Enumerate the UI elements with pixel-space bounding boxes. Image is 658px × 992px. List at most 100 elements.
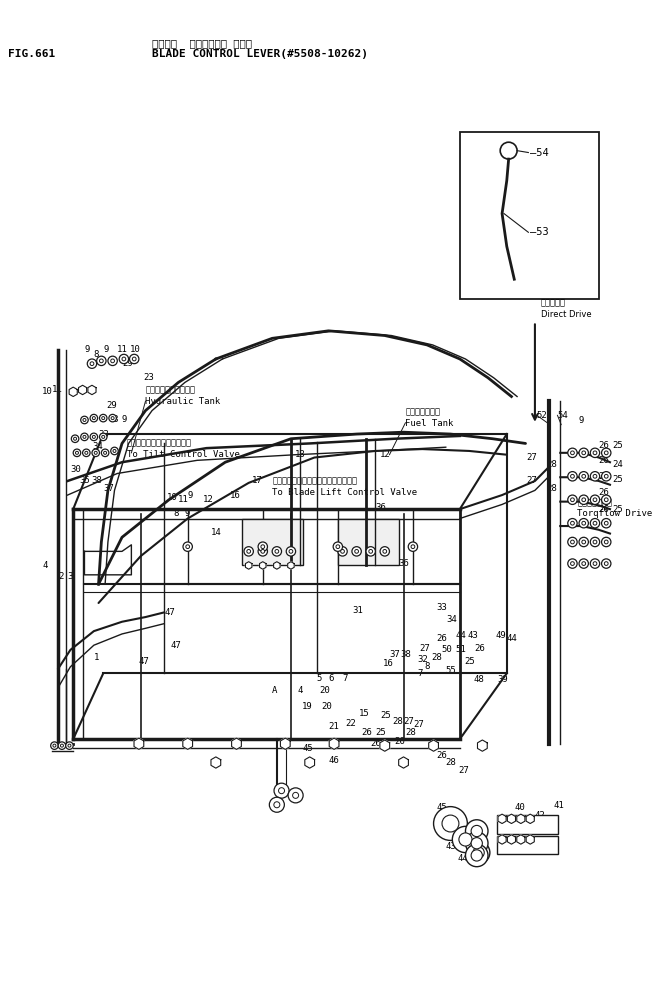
Circle shape	[90, 362, 94, 366]
Circle shape	[275, 550, 279, 554]
Circle shape	[465, 832, 488, 854]
Text: 27: 27	[413, 720, 424, 729]
Text: 26: 26	[599, 440, 609, 449]
Polygon shape	[498, 814, 506, 823]
Text: 20: 20	[321, 701, 332, 710]
Polygon shape	[478, 740, 487, 751]
Circle shape	[593, 474, 597, 478]
Text: 9: 9	[122, 416, 128, 425]
Text: BLADE CONTROL LEVER(#5508-10262): BLADE CONTROL LEVER(#5508-10262)	[152, 50, 368, 60]
Text: 6: 6	[328, 674, 334, 682]
Circle shape	[408, 542, 418, 552]
Text: 21: 21	[328, 722, 340, 731]
Text: 24: 24	[612, 459, 622, 468]
Text: 43: 43	[445, 842, 457, 851]
Circle shape	[471, 837, 482, 849]
Text: 44: 44	[436, 816, 447, 825]
Circle shape	[369, 550, 372, 554]
Circle shape	[92, 417, 95, 420]
Polygon shape	[517, 835, 525, 844]
Circle shape	[601, 538, 611, 547]
Text: A: A	[272, 685, 278, 694]
Circle shape	[74, 437, 76, 440]
Bar	[242, 519, 303, 565]
Text: 45: 45	[436, 804, 447, 812]
Circle shape	[258, 547, 267, 557]
Circle shape	[258, 542, 267, 552]
Text: 43: 43	[436, 829, 447, 838]
Circle shape	[88, 359, 97, 368]
Text: 26: 26	[361, 728, 372, 737]
Circle shape	[411, 545, 415, 549]
Circle shape	[590, 448, 599, 457]
Text: 28: 28	[392, 717, 403, 726]
Text: 26: 26	[436, 634, 447, 643]
Text: 26: 26	[599, 472, 609, 481]
Circle shape	[465, 819, 488, 842]
Text: 36: 36	[375, 503, 386, 512]
Circle shape	[97, 356, 106, 366]
Circle shape	[604, 561, 608, 565]
Circle shape	[570, 561, 574, 565]
Text: 8: 8	[94, 350, 99, 359]
Circle shape	[102, 435, 105, 438]
Circle shape	[570, 498, 574, 502]
Circle shape	[293, 793, 299, 799]
Text: ハイドロリックタンク: ハイドロリックタンク	[145, 385, 195, 394]
Circle shape	[71, 435, 79, 442]
Circle shape	[471, 825, 482, 836]
Text: 44: 44	[507, 634, 518, 643]
Text: 27: 27	[526, 476, 537, 485]
Polygon shape	[526, 814, 534, 823]
Text: 49: 49	[495, 631, 506, 640]
Text: 8: 8	[113, 416, 118, 425]
Circle shape	[99, 359, 103, 363]
Text: 34: 34	[92, 441, 103, 450]
Circle shape	[272, 547, 282, 557]
Text: 19: 19	[302, 701, 313, 710]
Text: 37: 37	[390, 650, 400, 659]
Text: 28: 28	[432, 653, 442, 662]
Text: 51: 51	[455, 646, 466, 655]
Circle shape	[579, 448, 588, 457]
Circle shape	[81, 434, 88, 440]
Circle shape	[601, 519, 611, 528]
Circle shape	[570, 540, 574, 544]
Text: 9: 9	[188, 491, 193, 500]
Text: 32: 32	[418, 655, 428, 664]
Text: 10: 10	[130, 345, 140, 354]
Circle shape	[101, 449, 109, 456]
Circle shape	[568, 448, 577, 457]
Circle shape	[604, 474, 608, 478]
Circle shape	[269, 798, 284, 812]
Text: 33: 33	[99, 430, 109, 438]
Text: 18: 18	[261, 528, 272, 537]
Circle shape	[471, 850, 482, 861]
Polygon shape	[183, 738, 193, 749]
Text: ブレード  コントロール レバー: ブレード コントロール レバー	[152, 38, 252, 48]
Text: 16: 16	[230, 491, 241, 500]
Text: 45: 45	[302, 744, 313, 753]
Circle shape	[109, 415, 116, 422]
Circle shape	[568, 519, 577, 528]
Circle shape	[604, 522, 608, 525]
Circle shape	[68, 744, 71, 747]
Text: 23: 23	[143, 373, 155, 382]
Text: 38: 38	[91, 476, 102, 485]
Text: —54: —54	[530, 148, 549, 158]
Circle shape	[102, 417, 105, 420]
Circle shape	[274, 783, 289, 799]
Circle shape	[604, 451, 608, 454]
Circle shape	[601, 495, 611, 505]
Text: 9: 9	[578, 417, 584, 426]
Text: 15: 15	[359, 709, 369, 718]
Text: 44: 44	[455, 631, 466, 640]
Text: 25: 25	[612, 474, 622, 484]
Text: 16: 16	[383, 660, 393, 669]
Circle shape	[113, 449, 116, 452]
Bar	[497, 815, 559, 834]
Polygon shape	[507, 835, 515, 844]
Text: 26: 26	[599, 488, 609, 497]
Text: FIG.661: FIG.661	[7, 50, 55, 60]
Text: 25: 25	[612, 505, 622, 514]
